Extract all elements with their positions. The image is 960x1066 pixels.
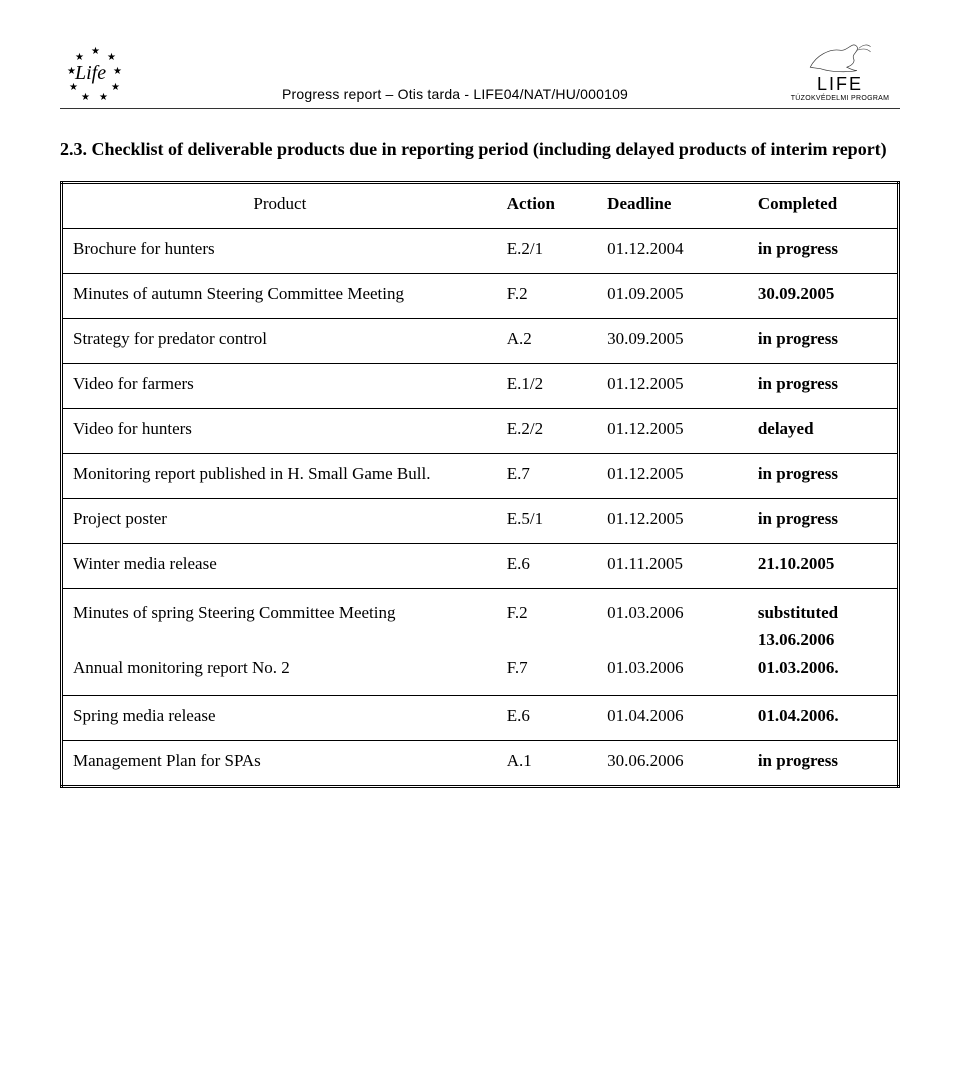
cell-action: F.2 xyxy=(497,274,597,319)
cell-product: Monitoring report published in H. Small … xyxy=(62,454,497,499)
table-row: Management Plan for SPAsA.130.06.2006in … xyxy=(62,740,899,786)
cell-completed: in progress xyxy=(748,364,899,409)
cell-action: E.2/2 xyxy=(497,409,597,454)
th-completed: Completed xyxy=(748,183,899,229)
cell-completed: delayed xyxy=(748,409,899,454)
cell-product: Spring media release xyxy=(62,695,497,740)
cell-deadline: 30.09.2005 xyxy=(597,319,748,364)
cell-product: Minutes of autumn Steering Committee Mee… xyxy=(62,274,497,319)
table-row: Monitoring report published in H. Small … xyxy=(62,454,899,499)
cell-action: E.6 xyxy=(497,695,597,740)
cell-action: A.2 xyxy=(497,319,597,364)
cell-completed: in progress xyxy=(748,740,899,786)
th-action: Action xyxy=(497,183,597,229)
table-row: Brochure for huntersE.2/101.12.2004in pr… xyxy=(62,229,899,274)
cell-completed: 30.09.2005 xyxy=(748,274,899,319)
deliverables-table: Product Action Deadline Completed Brochu… xyxy=(60,181,900,788)
th-product: Product xyxy=(62,183,497,229)
bustard-icon xyxy=(805,40,875,74)
life-logo-left: ★ ★ ★ ★ ★ ★ ★ ★ ★ Life xyxy=(60,46,130,102)
life-right-subtitle: TÚZOKVÉDELMI PROGRAM xyxy=(791,95,890,102)
cell-completed: in progress xyxy=(748,454,899,499)
cell-deadline: 30.06.2006 xyxy=(597,740,748,786)
cell-action: E.6 xyxy=(497,544,597,589)
cell-action: A.1 xyxy=(497,740,597,786)
life-right-title: LIFE xyxy=(817,74,863,95)
life-logo-right: LIFE TÚZOKVÉDELMI PROGRAM xyxy=(780,40,900,102)
cell-deadline: 01.12.2005 xyxy=(597,364,748,409)
cell-product: Winter media release xyxy=(62,544,497,589)
table-row: Video for farmersE.1/201.12.2005in progr… xyxy=(62,364,899,409)
cell-product: Brochure for hunters xyxy=(62,229,497,274)
table-row: Project posterE.5/101.12.2005in progress xyxy=(62,499,899,544)
table-row: Minutes of spring Steering Committee Mee… xyxy=(62,589,899,696)
cell-product: Project poster xyxy=(62,499,497,544)
cell-action: E.5/1 xyxy=(497,499,597,544)
cell-completed: 21.10.2005 xyxy=(748,544,899,589)
cell-completed: in progress xyxy=(748,229,899,274)
life-script-text: Life xyxy=(75,62,106,85)
cell-action: E.1/2 xyxy=(497,364,597,409)
cell-deadline: 01.12.2004 xyxy=(597,229,748,274)
cell-action: E.7 xyxy=(497,454,597,499)
cell-product: Video for farmers xyxy=(62,364,497,409)
cell-deadline: 01.11.2005 xyxy=(597,544,748,589)
table-header-row: Product Action Deadline Completed xyxy=(62,183,899,229)
cell-product: Strategy for predator control xyxy=(62,319,497,364)
cell-product: Minutes of spring Steering Committee Mee… xyxy=(62,589,497,696)
cell-deadline: 01.12.2005 xyxy=(597,454,748,499)
cell-deadline: 01.04.2006 xyxy=(597,695,748,740)
cell-completed: in progress xyxy=(748,319,899,364)
th-deadline: Deadline xyxy=(597,183,748,229)
cell-deadline: 01.03.200601.03.2006 xyxy=(597,589,748,696)
section-title: 2.3. Checklist of deliverable products d… xyxy=(60,137,900,161)
table-row: Strategy for predator controlA.230.09.20… xyxy=(62,319,899,364)
cell-deadline: 01.09.2005 xyxy=(597,274,748,319)
table-row: Winter media releaseE.601.11.200521.10.2… xyxy=(62,544,899,589)
cell-deadline: 01.12.2005 xyxy=(597,409,748,454)
page-header: ★ ★ ★ ★ ★ ★ ★ ★ ★ Life Progress report –… xyxy=(60,40,900,109)
header-title: Progress report – Otis tarda - LIFE04/NA… xyxy=(130,86,780,102)
table-row: Spring media releaseE.601.04.200601.04.2… xyxy=(62,695,899,740)
cell-deadline: 01.12.2005 xyxy=(597,499,748,544)
cell-completed: in progress xyxy=(748,499,899,544)
table-row: Video for huntersE.2/201.12.2005delayed xyxy=(62,409,899,454)
cell-action: F.2F.7 xyxy=(497,589,597,696)
cell-action: E.2/1 xyxy=(497,229,597,274)
cell-completed: substituted13.06.200601.03.2006. xyxy=(748,589,899,696)
life-star-ring-icon: ★ ★ ★ ★ ★ ★ ★ ★ ★ Life xyxy=(67,46,123,102)
table-row: Minutes of autumn Steering Committee Mee… xyxy=(62,274,899,319)
cell-product: Video for hunters xyxy=(62,409,497,454)
cell-product: Management Plan for SPAs xyxy=(62,740,497,786)
cell-completed: 01.04.2006. xyxy=(748,695,899,740)
